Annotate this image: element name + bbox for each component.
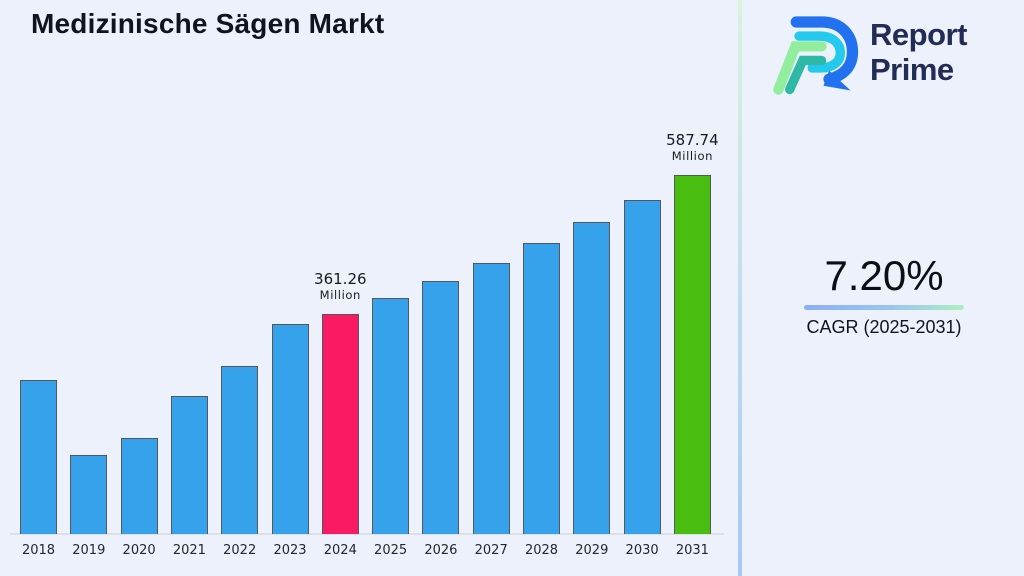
- x-axis-line: [10, 533, 724, 535]
- x-tick-2018: 2018: [21, 543, 56, 558]
- x-tick-2030: 2030: [625, 543, 659, 558]
- bar-2030: [623, 199, 661, 534]
- bar-2018: [20, 379, 57, 534]
- logo-text-line2: Prime: [870, 52, 954, 87]
- value-label-number: 361.26: [314, 269, 367, 288]
- page-title: Medizinische Sägen Markt: [31, 8, 385, 39]
- x-tick-2026: 2026: [424, 543, 458, 558]
- x-tick-2023: 2023: [273, 543, 307, 558]
- bar-2029: [573, 222, 611, 534]
- report-prime-logo-text: Report Prime: [870, 17, 967, 87]
- x-tick-2024: 2024: [323, 543, 357, 558]
- bar-2025: [372, 297, 410, 534]
- report-prime-logo-mark: [773, 16, 859, 95]
- value-label-unit: Million: [671, 149, 713, 164]
- bar-2019: [70, 454, 108, 534]
- bar-2023: [271, 324, 309, 534]
- x-tick-2028: 2028: [524, 543, 559, 558]
- x-tick-2021: 2021: [172, 543, 206, 558]
- value-label-2031: 587.74 Million: [642, 131, 742, 163]
- cagr-panel: 7.20% CAGR (2025-2031): [758, 254, 1010, 338]
- bar-2022: [221, 365, 259, 534]
- vertical-divider: [738, 0, 742, 576]
- x-tick-2022: 2022: [223, 543, 257, 558]
- bar-2027: [472, 262, 510, 534]
- logo-text-line1: Report: [870, 17, 967, 52]
- value-label-number: 587.74: [666, 131, 719, 150]
- cagr-value: 7.20%: [824, 252, 944, 299]
- bar-2020: [120, 437, 158, 534]
- cagr-underline: [804, 305, 964, 310]
- bar-2021: [170, 395, 208, 534]
- bar-2024: [321, 313, 359, 534]
- bar-2028: [523, 242, 560, 534]
- value-label-unit: Million: [319, 287, 361, 302]
- x-tick-2019: 2019: [72, 543, 106, 558]
- cagr-label: CAGR (2025-2031): [806, 317, 962, 337]
- report-prime-logo: Report Prime: [770, 8, 967, 96]
- x-tick-2020: 2020: [122, 543, 156, 558]
- x-tick-2031: 2031: [675, 543, 709, 558]
- bar-2031: [673, 175, 711, 534]
- x-tick-2025: 2025: [374, 543, 408, 558]
- x-tick-2027: 2027: [474, 543, 508, 558]
- value-label-2024: 361.26 Million: [290, 270, 390, 302]
- x-tick-2029: 2029: [575, 543, 609, 558]
- bar-2026: [422, 280, 460, 534]
